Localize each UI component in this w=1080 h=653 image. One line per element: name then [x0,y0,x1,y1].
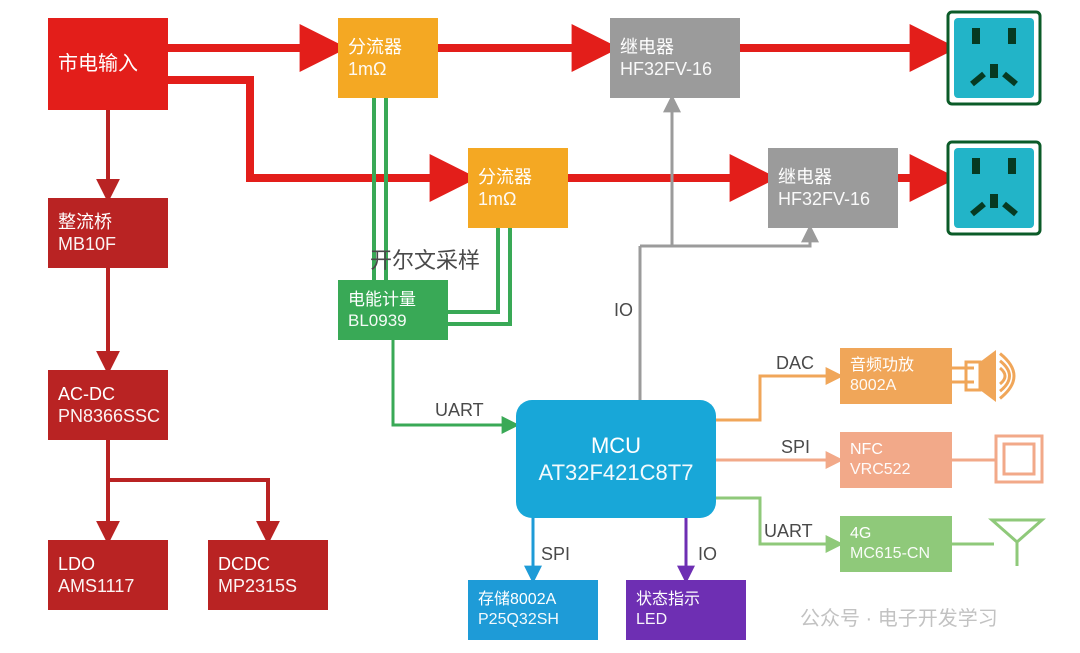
label-io2: IO [698,544,717,565]
node-acdc-title: AC-DC [58,383,158,406]
node-led-title: 状态指示 [636,590,736,610]
speaker-icon [966,350,1014,402]
wire-io_relay2 [640,228,810,246]
node-bridge-title: 整流桥 [58,211,158,234]
node-mcu-sub: AT32F421C8T7 [539,459,694,487]
node-ldo-title: LDO [58,553,158,576]
node-relay2: 继电器HF32FV-16 [768,148,898,228]
node-storage-sub: P25Q32SH [478,610,588,630]
node-ldo: LDOAMS1117 [48,540,168,610]
node-meter-sub: BL0939 [348,310,438,331]
label-kelvin: 开尔文采样 [370,243,480,275]
node-dcdc-sub: MP2315S [218,575,318,598]
node-relay2-sub: HF32FV-16 [778,188,888,211]
node-meter: 电能计量BL0939 [338,280,448,340]
node-fourg-title: 4G [850,524,942,544]
node-nfc: NFCVRC522 [840,432,952,488]
label-io1: IO [614,300,633,321]
node-acdc: AC-DCPN8366SSC [48,370,168,440]
watermark: 公众号 · 电子开发学习 [800,602,998,631]
nfc-coil-icon [996,436,1042,482]
node-ldo-sub: AMS1117 [58,575,158,598]
label-uart1: UART [435,400,484,421]
outlet-o1-icon [948,12,1040,104]
node-audio-sub: 8002A [850,376,942,396]
node-dcdc-title: DCDC [218,553,318,576]
node-acdc-sub: PN8366SSC [58,405,158,428]
node-nfc-title: NFC [850,440,942,460]
node-relay1-title: 继电器 [620,36,730,59]
node-shunt1: 分流器1mΩ [338,18,438,98]
label-dac: DAC [776,353,814,374]
node-shunt2-sub: 1mΩ [478,188,558,211]
node-fourg: 4GMC615-CN [840,516,952,572]
node-bridge: 整流桥MB10F [48,198,168,268]
node-led-sub: LED [636,610,736,630]
node-shunt1-sub: 1mΩ [348,58,428,81]
node-relay2-title: 继电器 [778,166,888,189]
node-mains: 市电输入 [48,18,168,110]
node-mcu-title: MCU [591,432,641,460]
node-relay1: 继电器HF32FV-16 [610,18,740,98]
outlet-o2-icon [948,142,1040,234]
wire-mcu_dac [716,376,840,420]
node-mcu: MCUAT32F421C8T7 [516,400,716,518]
node-nfc-sub: VRC522 [850,460,942,480]
wire-io_relay1 [640,98,672,246]
node-shunt2-title: 分流器 [478,166,558,189]
node-storage: 存储8002AP25Q32SH [468,580,598,640]
node-mains-title: 市电输入 [58,52,158,77]
label-spi2: SPI [541,544,570,565]
node-audio: 音频功放8002A [840,348,952,404]
node-storage-title: 存储8002A [478,590,588,610]
node-bridge-sub: MB10F [58,233,158,256]
wire-acdc_to_dcdc [108,480,268,540]
node-shunt2: 分流器1mΩ [468,148,568,228]
node-relay1-sub: HF32FV-16 [620,58,730,81]
node-shunt1-title: 分流器 [348,36,428,59]
label-spi1: SPI [781,437,810,458]
node-led: 状态指示LED [626,580,746,640]
node-meter-title: 电能计量 [348,289,438,310]
label-uart2: UART [764,521,813,542]
node-fourg-sub: MC615-CN [850,544,942,564]
antenna-icon [992,520,1042,566]
node-dcdc: DCDCMP2315S [208,540,328,610]
node-audio-title: 音频功放 [850,356,942,376]
watermark-text: 公众号 · 电子开发学习 [800,608,998,630]
